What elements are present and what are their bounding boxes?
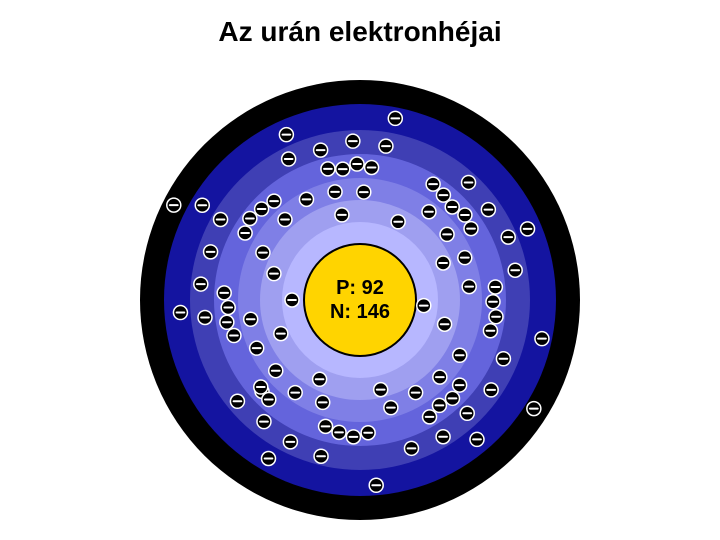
electron-L-7 <box>335 208 349 222</box>
electron-N-8 <box>267 194 281 208</box>
electron-M-8 <box>453 348 467 362</box>
electron-N-22 <box>453 378 467 392</box>
electron-M-1 <box>299 192 313 206</box>
electron-N-12 <box>365 161 379 175</box>
electron-N-17 <box>464 222 478 236</box>
electron-O-10 <box>346 134 360 148</box>
electron-M-5 <box>440 227 454 241</box>
electron-N-16 <box>458 208 472 222</box>
electron-M-17 <box>256 246 270 260</box>
electron-N-4 <box>217 286 231 300</box>
electron-M-4 <box>422 205 436 219</box>
electron-M-14 <box>269 364 283 378</box>
nucleus-neutron-label: N: 146 <box>330 301 390 323</box>
electron-N-14 <box>436 188 450 202</box>
electron-M-12 <box>316 395 330 409</box>
electron-L-6 <box>267 267 281 281</box>
electron-N-9 <box>321 162 335 176</box>
electron-L-4 <box>313 372 327 386</box>
electron-N-21 <box>483 324 497 338</box>
electron-K-0 <box>417 299 431 313</box>
electron-M-16 <box>244 312 258 326</box>
electron-O-15 <box>508 263 522 277</box>
electron-N-5 <box>238 226 252 240</box>
electron-M-2 <box>328 185 342 199</box>
electron-P-7 <box>521 222 535 236</box>
electron-P-3 <box>173 306 187 320</box>
electron-P-8 <box>535 332 549 346</box>
electron-O-0 <box>314 449 328 463</box>
electron-P-4 <box>195 198 209 212</box>
electron-O-19 <box>436 430 450 444</box>
atom-diagram: P: 92N: 146 <box>0 0 720 540</box>
electron-O-18 <box>460 406 474 420</box>
electron-N-23 <box>445 391 459 405</box>
electron-L-3 <box>374 383 388 397</box>
electron-M-15 <box>250 341 264 355</box>
electron-Q-0 <box>527 402 541 416</box>
electron-O-3 <box>230 394 244 408</box>
electron-O-20 <box>404 441 418 455</box>
electron-P-0 <box>470 432 484 446</box>
electron-N-29 <box>319 419 333 433</box>
electron-L-0 <box>391 215 405 229</box>
diagram-stage: Az urán elektronhéjai P: 92N: 146 <box>0 0 720 540</box>
electron-M-11 <box>384 401 398 415</box>
electron-N-7 <box>255 202 269 216</box>
electron-O-13 <box>481 203 495 217</box>
electron-N-15 <box>445 200 459 214</box>
electron-M-7 <box>462 280 476 294</box>
electron-N-27 <box>346 430 360 444</box>
electron-O-16 <box>496 352 510 366</box>
electron-N-25 <box>423 410 437 424</box>
electron-N-18 <box>488 280 502 294</box>
electron-O-9 <box>314 143 328 157</box>
electron-N-10 <box>336 162 350 176</box>
electron-O-8 <box>282 152 296 166</box>
electron-O-6 <box>204 245 218 259</box>
electron-O-2 <box>257 415 271 429</box>
electron-P-6 <box>388 111 402 125</box>
electron-N-1 <box>227 329 241 343</box>
electron-N-26 <box>361 426 375 440</box>
electron-P-2 <box>262 451 276 465</box>
electron-O-14 <box>501 230 515 244</box>
electron-M-0 <box>278 213 292 227</box>
electron-N-30 <box>262 393 276 407</box>
electron-M-6 <box>458 251 472 265</box>
electron-M-3 <box>357 185 371 199</box>
electron-O-11 <box>379 139 393 153</box>
electron-N-2 <box>220 315 234 329</box>
electron-N-24 <box>432 398 446 412</box>
electron-L-1 <box>436 256 450 270</box>
nucleus <box>304 244 416 356</box>
electron-P-1 <box>369 478 383 492</box>
electron-P-5 <box>279 128 293 142</box>
electron-K-1 <box>285 293 299 307</box>
electron-M-9 <box>433 370 447 384</box>
electron-N-6 <box>243 212 257 226</box>
electron-M-13 <box>288 386 302 400</box>
electron-Q-1 <box>167 198 181 212</box>
electron-M-10 <box>409 386 423 400</box>
electron-N-28 <box>332 425 346 439</box>
nucleus-proton-label: P: 92 <box>336 277 384 299</box>
electron-N-3 <box>221 300 235 314</box>
electron-N-19 <box>486 295 500 309</box>
electron-O-5 <box>194 277 208 291</box>
electron-O-1 <box>283 435 297 449</box>
electron-O-4 <box>198 310 212 324</box>
electron-N-11 <box>350 157 364 171</box>
electron-L-2 <box>438 317 452 331</box>
electron-N-31 <box>254 380 268 394</box>
electron-O-12 <box>462 175 476 189</box>
electron-L-5 <box>274 327 288 341</box>
electron-O-7 <box>214 213 228 227</box>
electron-N-13 <box>426 177 440 191</box>
electron-O-17 <box>484 383 498 397</box>
electron-N-20 <box>489 310 503 324</box>
